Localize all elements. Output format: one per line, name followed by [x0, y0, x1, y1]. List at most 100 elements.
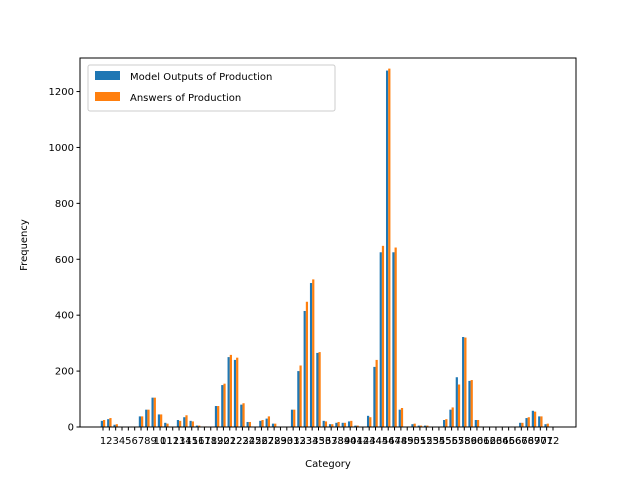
- legend-frame: [87, 64, 336, 112]
- x-tick-label-42: 42: [356, 436, 369, 447]
- legend-label-model-outputs: Model Outputs of Production: [130, 72, 272, 83]
- x-tick-label-3: 3: [112, 436, 118, 447]
- bar-answers-26: [261, 420, 264, 427]
- x-tick-label-40: 40: [344, 436, 357, 447]
- x-tick-label-25: 25: [249, 436, 262, 447]
- bar-model-outputs-36: [322, 420, 325, 427]
- bar-model-outputs-14: [183, 417, 186, 427]
- bar-model-outputs-11: [164, 422, 167, 427]
- x-tick-label-55: 55: [439, 436, 452, 447]
- bar-answers-44: [375, 359, 378, 427]
- bar-answers-57: [457, 384, 461, 427]
- x-tick-label-22: 22: [230, 436, 243, 447]
- bar-answers-40: [350, 420, 353, 427]
- bar-answers-56: [451, 407, 454, 427]
- bar-answers-20: [223, 383, 226, 427]
- bar-model-outputs-23: [240, 404, 243, 427]
- y-tick-label-600: 600: [55, 255, 74, 266]
- x-tick-label-60: 60: [471, 436, 484, 447]
- bar-answers-3: [115, 424, 118, 427]
- bar-model-outputs-22: [233, 359, 237, 427]
- bar-model-outputs-60: [474, 420, 477, 427]
- x-tick-label-37: 37: [325, 436, 338, 447]
- bar-answers-22: [236, 357, 239, 427]
- x-tick-label-15: 15: [185, 436, 198, 447]
- x-tick-label-34: 34: [306, 436, 319, 447]
- bar-model-outputs-69: [531, 410, 534, 427]
- bar-model-outputs-56: [449, 409, 452, 427]
- x-tick-label-41: 41: [350, 436, 363, 447]
- bar-answers-50: [413, 423, 416, 427]
- bar-answers-38: [337, 421, 340, 427]
- bar-model-outputs-7: [138, 416, 142, 427]
- bar-answers-48: [400, 407, 404, 427]
- bar-answers-32: [299, 365, 302, 427]
- bar-answers-15: [191, 421, 194, 427]
- bar-model-outputs-58: [462, 336, 465, 427]
- bar-answers-21: [229, 354, 232, 427]
- x-tick-label-20: 20: [217, 436, 230, 447]
- x-tick-label-9: 9: [151, 436, 157, 447]
- bar-model-outputs-70: [538, 416, 541, 427]
- bar-model-outputs-71: [544, 424, 547, 427]
- bar-model-outputs-45: [379, 252, 382, 427]
- bar-answers-71: [546, 423, 549, 427]
- x-tick-label-52: 52: [420, 436, 433, 447]
- bar-model-outputs-59: [468, 380, 471, 428]
- x-tick-label-62: 62: [483, 436, 496, 447]
- bar-answers-19: [217, 406, 220, 427]
- bar-answers-39: [343, 422, 347, 427]
- x-tick-label-69: 69: [528, 436, 541, 447]
- bar-answers-9: [153, 397, 156, 427]
- x-tick-label-5: 5: [125, 436, 131, 447]
- bar-answers-52: [426, 425, 429, 427]
- bar-answers-59: [470, 380, 473, 427]
- x-tick-label-65: 65: [502, 436, 515, 447]
- y-axis-title: Frequency: [19, 219, 30, 271]
- bar-answers-70: [540, 416, 543, 427]
- bar-answers-36: [324, 421, 328, 427]
- x-tick-label-11: 11: [160, 436, 173, 447]
- bar-model-outputs-19: [214, 406, 218, 427]
- bar-answers-34: [312, 279, 315, 427]
- x-tick-label-31: 31: [287, 436, 300, 447]
- bar-model-outputs-21: [227, 357, 230, 427]
- bar-answers-1: [103, 420, 106, 427]
- bar-answers-23: [242, 403, 245, 427]
- bar-answers-43: [369, 417, 372, 427]
- bar-answers-67: [521, 422, 524, 427]
- bar-answers-10: [160, 414, 163, 427]
- x-tick-label-14: 14: [179, 436, 192, 447]
- x-tick-label-12: 12: [166, 436, 179, 447]
- bar-answers-16: [198, 425, 201, 427]
- axes-layer: [79, 57, 577, 428]
- bar-answers-31: [293, 409, 296, 427]
- bar-model-outputs-68: [525, 418, 528, 427]
- bar-answers-35: [318, 352, 321, 427]
- x-tick-label-50: 50: [407, 436, 420, 447]
- bar-answers-11: [166, 423, 169, 427]
- x-tick-label-33: 33: [299, 436, 312, 447]
- bar-answers-37: [331, 424, 334, 427]
- x-tick-label-4: 4: [119, 436, 125, 447]
- bar-model-outputs-33: [303, 310, 306, 427]
- x-tick-label-27: 27: [261, 436, 274, 447]
- x-tick-label-24: 24: [242, 436, 255, 447]
- x-tick-label-13: 13: [173, 436, 186, 447]
- x-tick-label-45: 45: [376, 436, 389, 447]
- bar-answers-58: [464, 337, 467, 427]
- x-tick-label-64: 64: [496, 436, 509, 447]
- y-tick-label-0: 0: [68, 423, 74, 434]
- bar-model-outputs-51: [417, 425, 420, 427]
- x-tick-label-54: 54: [433, 436, 446, 447]
- x-tick-label-57: 57: [452, 436, 465, 447]
- x-tick-label-58: 58: [458, 436, 471, 447]
- bar-model-outputs-50: [411, 424, 414, 427]
- y-tick-label-1200: 1200: [49, 87, 74, 98]
- bar-model-outputs-38: [335, 422, 338, 427]
- bar-answers-13: [179, 420, 182, 427]
- x-tick-label-8: 8: [144, 436, 150, 447]
- bar-model-outputs-44: [373, 366, 376, 427]
- y-tick-label-800: 800: [55, 199, 74, 210]
